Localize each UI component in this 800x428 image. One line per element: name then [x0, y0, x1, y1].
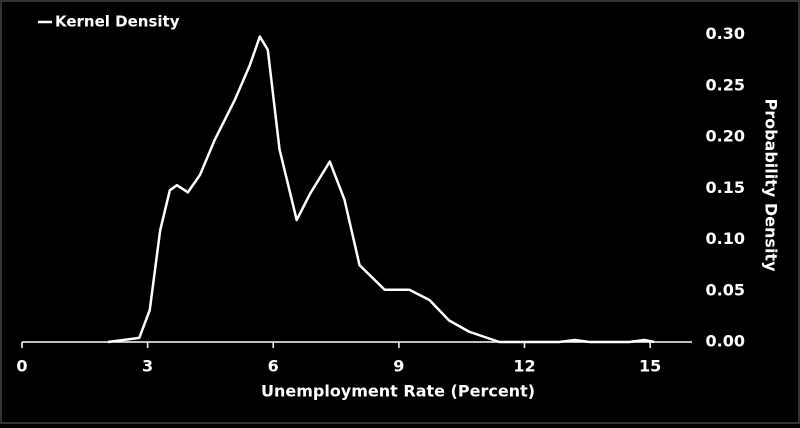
y-tick-label: 0.20 [706, 127, 745, 146]
x-tick-label: 9 [393, 357, 404, 376]
x-tick-label: 15 [639, 357, 661, 376]
y-tick-label: 0.05 [706, 280, 745, 299]
y-tick-label: 0.25 [706, 75, 745, 94]
x-tick-label: 6 [268, 357, 279, 376]
legend-label: Kernel Density [55, 13, 180, 31]
y-axis-title: Probability Density [762, 98, 781, 272]
x-axis-title: Unemployment Rate (Percent) [261, 382, 535, 401]
density-line [107, 35, 655, 344]
x-tick-label: 12 [513, 357, 535, 376]
x-tick-label: 0 [16, 357, 27, 376]
y-tick-label: 0.10 [706, 229, 745, 248]
y-tick-label: 0.00 [706, 332, 745, 351]
y-tick-label: 0.15 [706, 178, 745, 197]
x-tick-label: 3 [142, 357, 153, 376]
y-tick-label: 0.30 [706, 24, 745, 43]
